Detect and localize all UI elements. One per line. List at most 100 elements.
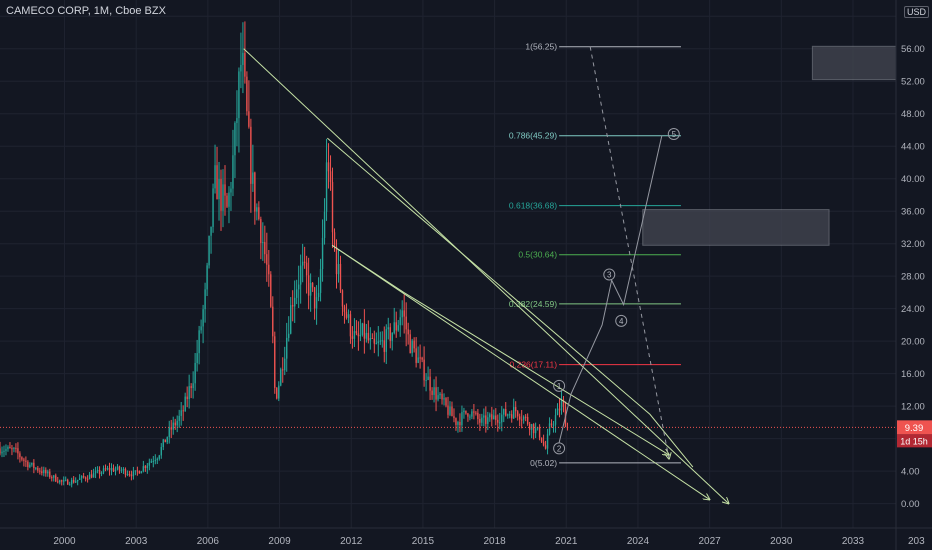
- candle-body: [540, 437, 543, 442]
- candle-body: [33, 462, 35, 469]
- candle-body: [120, 470, 123, 472]
- candle-body: [520, 419, 523, 421]
- candle-body: [518, 416, 521, 420]
- fib-level-label: 0.236(17.11): [510, 360, 558, 370]
- candle-body: [47, 471, 49, 474]
- candle-body: [0, 448, 1, 454]
- x-tick-label: 2003: [125, 536, 148, 547]
- candle-body: [74, 481, 77, 483]
- candle-body: [331, 181, 334, 233]
- candle-body: [475, 412, 477, 414]
- x-tick-label: 2024: [627, 536, 650, 547]
- candle-body: [455, 418, 457, 425]
- wave-label: 4: [619, 317, 624, 326]
- candle-body: [439, 393, 441, 396]
- candle-body: [192, 383, 194, 389]
- candle-body: [479, 418, 481, 423]
- fib-level-label: 0.786(45.29): [509, 131, 557, 141]
- candle-body: [65, 479, 67, 481]
- candle-body: [497, 419, 499, 423]
- candle-body: [140, 471, 143, 474]
- candle-body: [433, 387, 435, 395]
- candle-body: [515, 407, 517, 412]
- candle-body: [425, 380, 427, 382]
- candle-body: [128, 474, 131, 476]
- candle-body: [542, 441, 545, 446]
- candle-body: [114, 469, 117, 472]
- candle-body: [383, 340, 385, 352]
- candle-body: [469, 416, 471, 418]
- candle-body: [152, 461, 155, 463]
- candle-body: [118, 466, 121, 471]
- candle-body: [59, 480, 61, 483]
- candle-body: [389, 327, 391, 341]
- candle-body: [258, 207, 260, 220]
- candle-body: [473, 411, 475, 413]
- wave-label: 2: [557, 444, 562, 453]
- candle-body: [3, 450, 5, 452]
- candle-body: [550, 423, 553, 426]
- y-tick-label: 12.00: [901, 402, 925, 413]
- candle-body: [405, 316, 407, 330]
- candle-body: [395, 322, 397, 331]
- candle-body: [347, 314, 350, 318]
- candle-body: [305, 262, 308, 276]
- candle-body: [361, 323, 364, 335]
- candle-body: [477, 412, 479, 419]
- candle-body: [160, 447, 162, 456]
- y-tick-label: 0.00: [901, 499, 920, 510]
- fib-level-label: 0.5(30.64): [518, 250, 557, 260]
- candle-body: [509, 414, 511, 416]
- candle-body: [546, 434, 549, 449]
- candle-body: [104, 468, 107, 470]
- candle-body: [487, 417, 489, 424]
- candle-body: [339, 264, 342, 291]
- candle-body: [244, 52, 246, 77]
- candle-body: [80, 476, 83, 479]
- y-tick-label: 36.00: [901, 207, 925, 218]
- candle-body: [23, 459, 25, 461]
- candle-body: [224, 184, 226, 196]
- candle-body: [176, 420, 178, 426]
- candle-body: [220, 178, 222, 211]
- trendline: [327, 137, 694, 468]
- candle-body: [240, 64, 242, 72]
- trendline: [331, 244, 710, 499]
- candle-body: [156, 458, 158, 461]
- trendlines: [0, 48, 896, 504]
- candle-body: [532, 424, 535, 434]
- candle-body: [437, 395, 439, 400]
- last-price-box: [897, 420, 932, 435]
- candle-body: [11, 448, 13, 450]
- currency-label[interactable]: USD: [904, 6, 930, 18]
- candle-body: [43, 469, 45, 474]
- candle-body: [134, 470, 137, 472]
- candle-body: [63, 480, 65, 482]
- y-tick-label: 28.00: [901, 272, 925, 283]
- candle-body: [524, 416, 527, 418]
- candle-body: [150, 461, 153, 463]
- candle-body: [112, 467, 115, 472]
- candle-body: [554, 415, 557, 425]
- candle-body: [226, 195, 228, 207]
- candle-body: [373, 338, 376, 344]
- time-axis-bg: [0, 528, 932, 550]
- candle-body: [401, 310, 403, 318]
- candle-body: [297, 284, 300, 290]
- candle-body: [238, 71, 240, 119]
- candle-body: [94, 471, 97, 474]
- candle-body: [481, 417, 483, 423]
- candle-body: [132, 471, 135, 477]
- candle-body: [295, 289, 298, 298]
- candle-body: [459, 421, 461, 426]
- candle-body: [485, 415, 487, 424]
- candle-body: [461, 412, 463, 426]
- candle-body: [188, 386, 190, 400]
- fib-level-label: 0.382(24.59): [509, 299, 557, 309]
- candle-body: [25, 460, 27, 462]
- candle-body: [168, 427, 170, 438]
- candle-body: [198, 330, 200, 354]
- chart-title: CAMECO CORP, 1M, Cboe BZX: [6, 5, 166, 17]
- candle-body: [37, 467, 39, 471]
